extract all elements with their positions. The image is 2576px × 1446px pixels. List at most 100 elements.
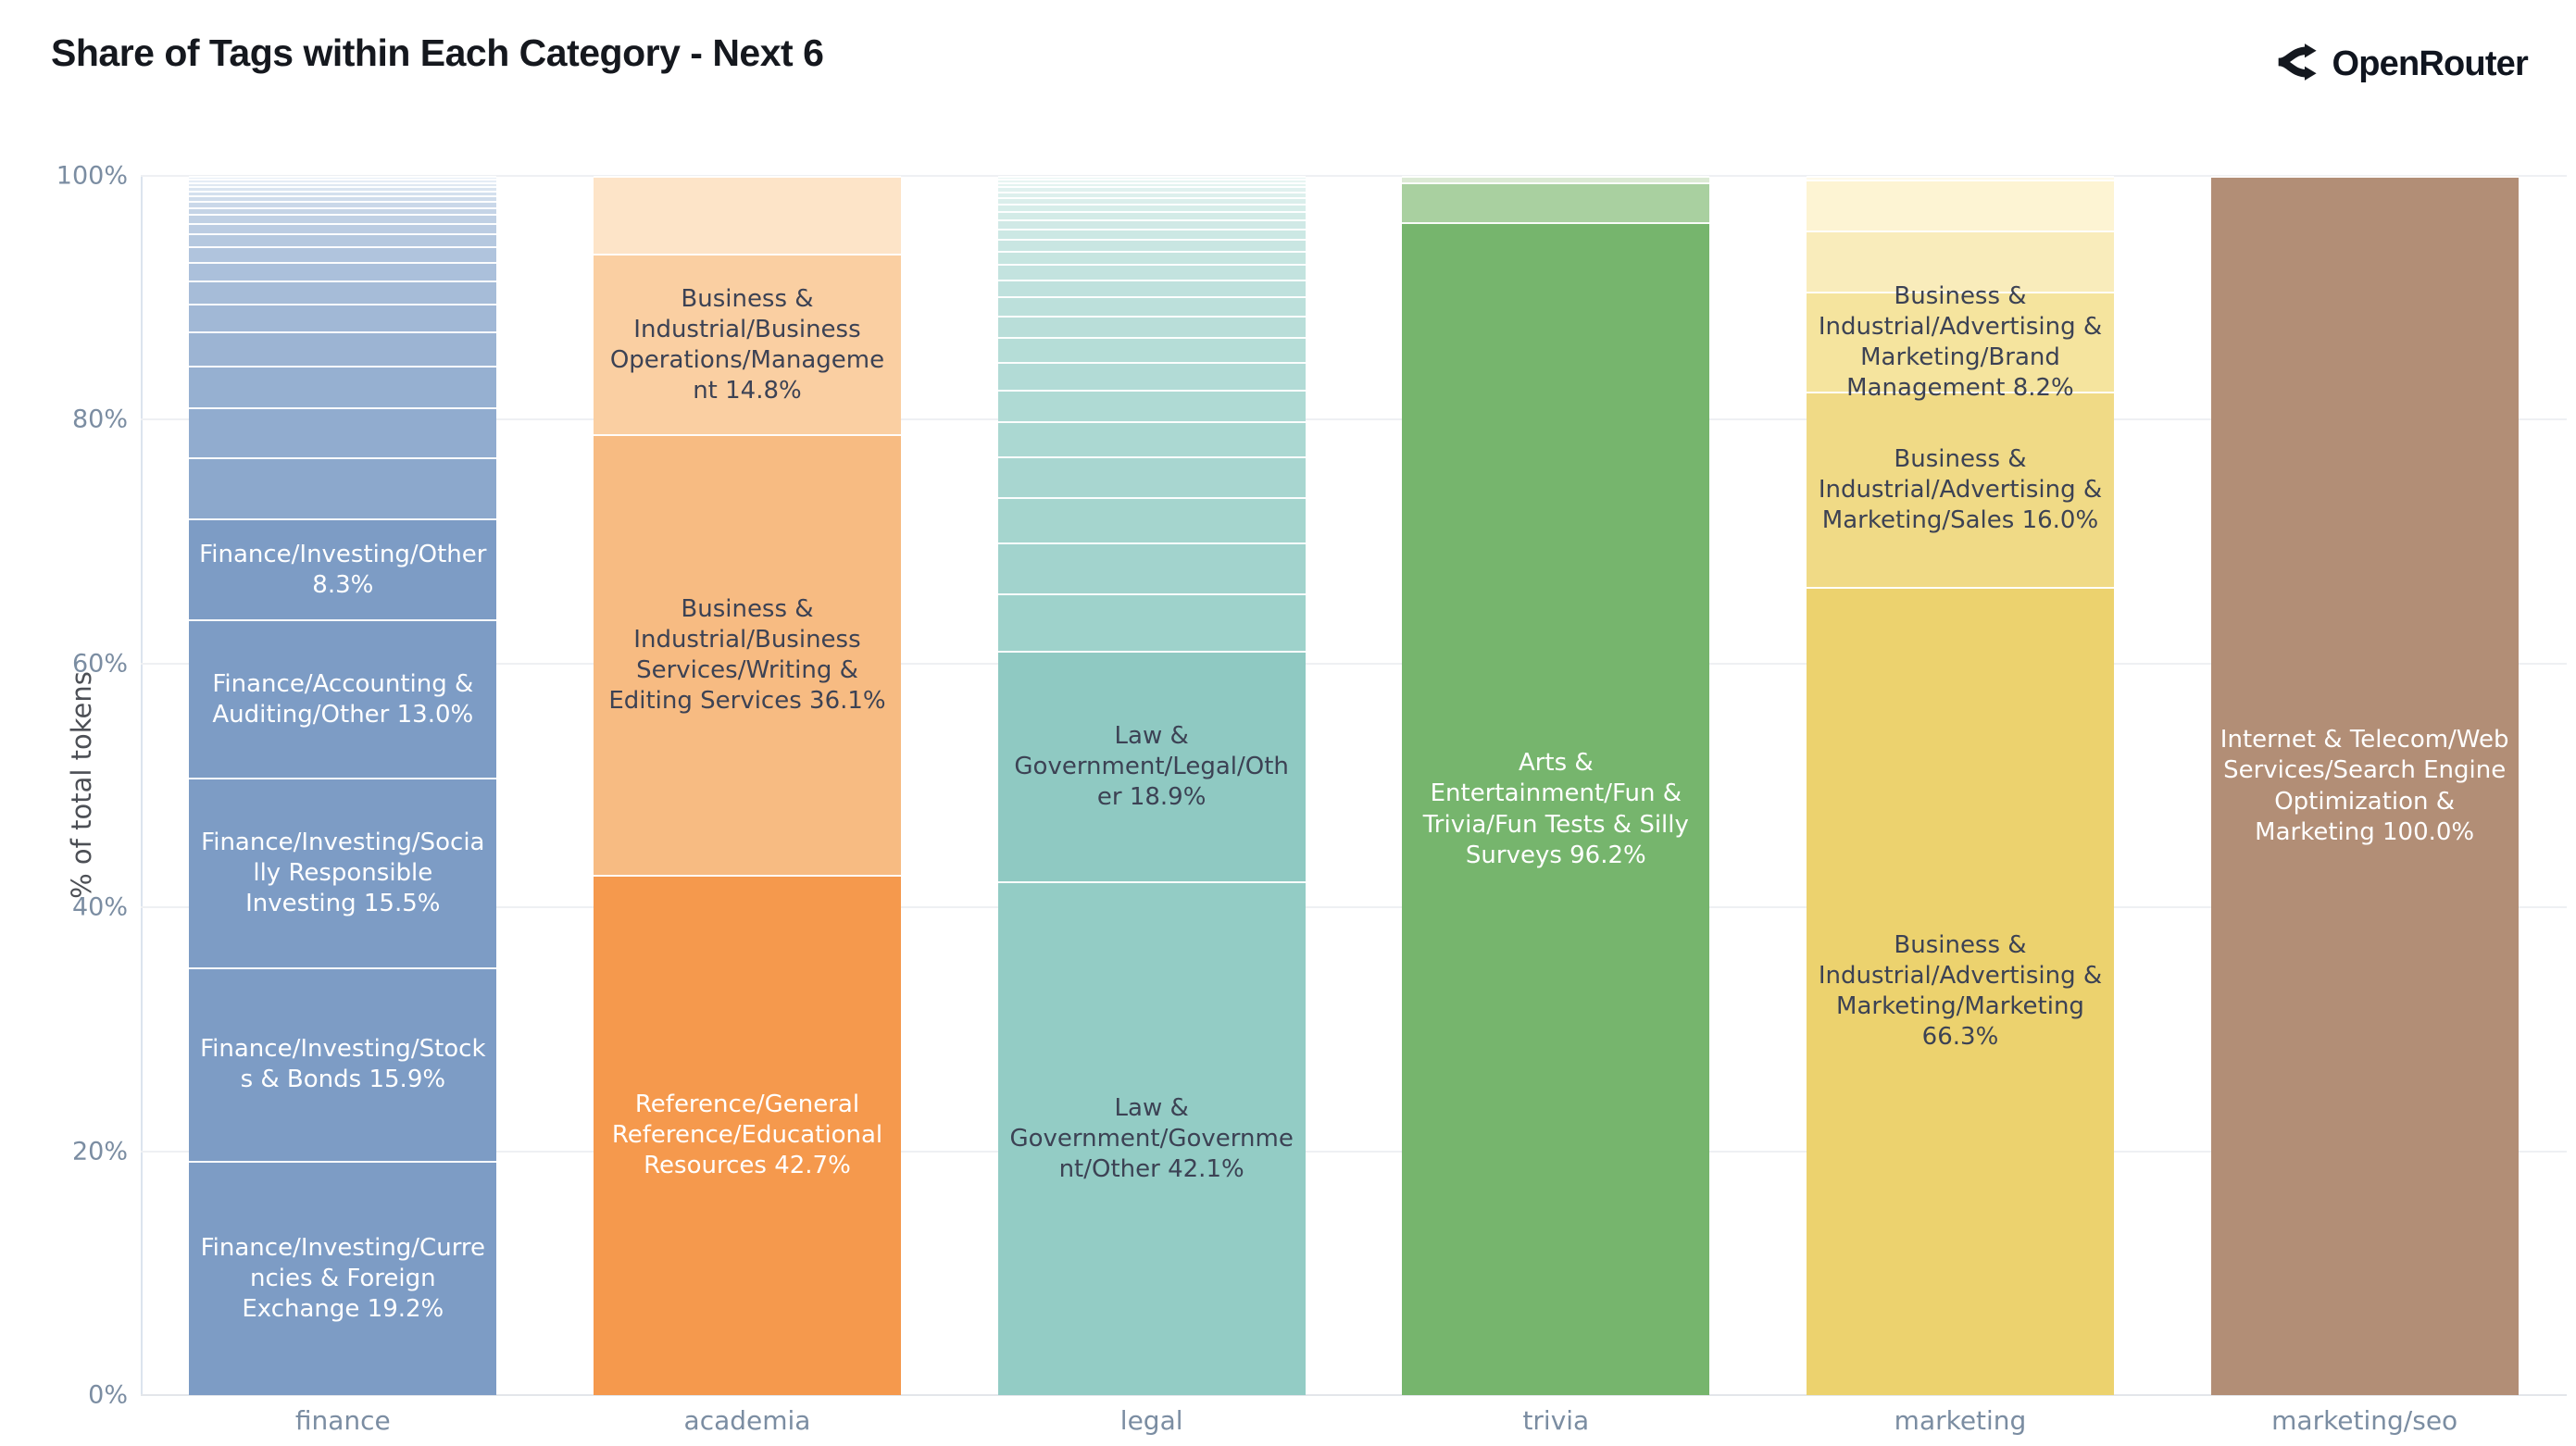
segment-unlabeled[interactable]: [189, 195, 497, 201]
segment-unlabeled[interactable]: [997, 279, 1306, 297]
x-tick-label-academia: academia: [683, 1405, 811, 1436]
bar-finance: Finance/Investing/Other 8.3% Finance/Acco…: [189, 176, 497, 1395]
segment[interactable]: Internet & Telecom/Web Services/Search E…: [2210, 176, 2519, 1395]
segment-unlabeled[interactable]: [189, 232, 497, 246]
segment-unlabeled[interactable]: [1402, 176, 1710, 182]
segment-label: Business & Industrial/Advertising & Mark…: [1818, 444, 2103, 534]
bar-slot-marketing: Business & Industrial/Advertising & Mark…: [1758, 176, 2163, 1395]
segment-unlabeled[interactable]: [593, 176, 901, 255]
segment-unlabeled[interactable]: [189, 214, 497, 223]
segment-label: Business & Industrial/Business Services/…: [608, 594, 886, 715]
segment-unlabeled[interactable]: [997, 542, 1306, 593]
bar-slot-legal: Law & Government/Legal/Other 18.9% Law & …: [949, 176, 1354, 1395]
segment-unlabeled[interactable]: [189, 206, 497, 215]
segment[interactable]: Business & Industrial/Business Operation…: [593, 254, 901, 435]
y-tick-label-60: 60%: [71, 649, 128, 679]
segment[interactable]: Business & Industrial/Advertising & Mark…: [1806, 282, 2114, 402]
segment-unlabeled[interactable]: [997, 264, 1306, 280]
segment-unlabeled[interactable]: [997, 296, 1306, 316]
openrouter-logo-text: OpenRouter: [2332, 44, 2528, 83]
y-axis-line: [141, 176, 143, 1395]
segment-unlabeled[interactable]: [189, 331, 497, 367]
page-title: Share of Tags within Each Category - Nex…: [51, 31, 824, 74]
segment-unlabeled[interactable]: [189, 261, 497, 281]
segment[interactable]: Finance/Investing/Stocks & Bonds 15.9%: [189, 966, 497, 1161]
segment-unlabeled[interactable]: [997, 228, 1306, 239]
bar-academia: Business & Industrial/Business Operation…: [593, 176, 901, 1395]
segment-unlabeled[interactable]: [997, 337, 1306, 362]
segment-unlabeled[interactable]: [997, 315, 1306, 338]
segment-unlabeled[interactable]: [997, 210, 1306, 219]
y-tick-label-40: 40%: [71, 892, 128, 922]
segment-unlabeled[interactable]: [189, 245, 497, 262]
segment[interactable]: Business & Industrial/Business Services/…: [593, 434, 901, 875]
x-tick-label-legal: legal: [1119, 1405, 1183, 1436]
segment-unlabeled[interactable]: [1402, 181, 1710, 223]
segment-unlabeled[interactable]: [189, 304, 497, 332]
x-tick-label-trivia: trivia: [1522, 1405, 1590, 1436]
bar-marketing: Business & Industrial/Advertising & Mark…: [1806, 176, 2114, 1395]
gridline-20: [141, 1150, 2567, 1153]
x-tick-label-marketing/seo: marketing/seo: [2271, 1405, 2458, 1436]
segment[interactable]: Law & Government/Legal/Other 18.9%: [997, 651, 1306, 882]
gridline-80: [141, 418, 2567, 421]
segment-unlabeled[interactable]: [189, 186, 497, 191]
segment-label: Finance/Investing/Currencies & Foreign E…: [200, 1233, 486, 1323]
segment-unlabeled[interactable]: [189, 190, 497, 196]
segment-unlabeled[interactable]: [997, 456, 1306, 497]
segment-label: Law & Government/Government/Other 42.1%: [1009, 1094, 1294, 1184]
segment-unlabeled[interactable]: [997, 420, 1306, 457]
segment-unlabeled[interactable]: [189, 182, 497, 187]
segment[interactable]: Finance/Accounting & Auditing/Other 13.0…: [189, 619, 497, 779]
y-tick-label-100: 100%: [56, 161, 128, 191]
gridline-0: [141, 1394, 2567, 1396]
segment[interactable]: Finance/Investing/Currencies & Foreign E…: [189, 1160, 497, 1395]
x-tick-label-marketing: marketing: [1894, 1405, 2027, 1436]
segment-unlabeled[interactable]: [997, 181, 1306, 187]
segment[interactable]: Business & Industrial/Advertising & Mark…: [1806, 392, 2114, 587]
segment-unlabeled[interactable]: [189, 200, 497, 207]
openrouter-logo[interactable]: OpenRouter: [2274, 41, 2529, 87]
gridline-100: [141, 175, 2567, 177]
segment-label: Finance/Investing/Socially Responsible I…: [201, 828, 485, 917]
bar-marketing/seo: Internet & Telecom/Web Services/Search E…: [2210, 176, 2519, 1395]
segment-unlabeled[interactable]: [189, 222, 497, 233]
x-axis-labels: finance academia legal trivia marketing marke…: [141, 1405, 2567, 1442]
segment-unlabeled[interactable]: [189, 457, 497, 518]
segment-unlabeled[interactable]: [997, 178, 1306, 182]
segment-unlabeled[interactable]: [1806, 231, 2114, 293]
segment-unlabeled[interactable]: [997, 197, 1306, 204]
y-tick-label-80: 80%: [71, 405, 128, 434]
bar-slot-marketing/seo: Internet & Telecom/Web Services/Search E…: [2162, 176, 2567, 1395]
segment-unlabeled[interactable]: [997, 186, 1306, 192]
segment-label: Business & Industrial/Advertising & Mark…: [1818, 931, 2103, 1052]
segment-unlabeled[interactable]: [997, 239, 1306, 251]
segment[interactable]: Business & Industrial/Advertising & Mark…: [1806, 586, 2114, 1395]
bar-slot-finance: Finance/Investing/Other 8.3% Finance/Acco…: [141, 176, 545, 1395]
segment-unlabeled[interactable]: [189, 407, 497, 458]
segment-unlabeled[interactable]: [189, 179, 497, 183]
segment[interactable]: Arts & Entertainment/Fun & Trivia/Fun Te…: [1402, 222, 1710, 1395]
segment[interactable]: Reference/General Reference/Educational …: [593, 874, 901, 1395]
segment-unlabeled[interactable]: [997, 592, 1306, 652]
segment-label: Law & Government/Legal/Other 18.9%: [1014, 722, 1289, 812]
segment-unlabeled[interactable]: [189, 280, 497, 305]
bar-legal: Law & Government/Legal/Other 18.9% Law & …: [997, 176, 1306, 1395]
segment-label: Business & Industrial/Advertising & Mark…: [1818, 282, 2103, 403]
segment-unlabeled[interactable]: [997, 191, 1306, 198]
segment[interactable]: Finance/Investing/Other 8.3%: [189, 517, 497, 620]
segment-unlabeled[interactable]: [997, 218, 1306, 229]
segment[interactable]: Law & Government/Government/Other 42.1%: [997, 881, 1306, 1395]
segment-unlabeled[interactable]: [997, 203, 1306, 211]
segment-unlabeled[interactable]: [997, 176, 1306, 179]
openrouter-logo-icon: [2274, 41, 2318, 87]
segment-unlabeled[interactable]: [997, 496, 1306, 542]
segment-unlabeled[interactable]: [997, 250, 1306, 265]
segment[interactable]: Finance/Investing/Socially Responsible I…: [189, 778, 497, 967]
segment-unlabeled[interactable]: [1806, 179, 2114, 231]
segment-unlabeled[interactable]: [997, 361, 1306, 390]
segment-unlabeled[interactable]: [997, 389, 1306, 421]
segment-unlabeled[interactable]: [189, 176, 497, 180]
segment-unlabeled[interactable]: [1806, 176, 2114, 180]
segment-unlabeled[interactable]: [189, 366, 497, 408]
